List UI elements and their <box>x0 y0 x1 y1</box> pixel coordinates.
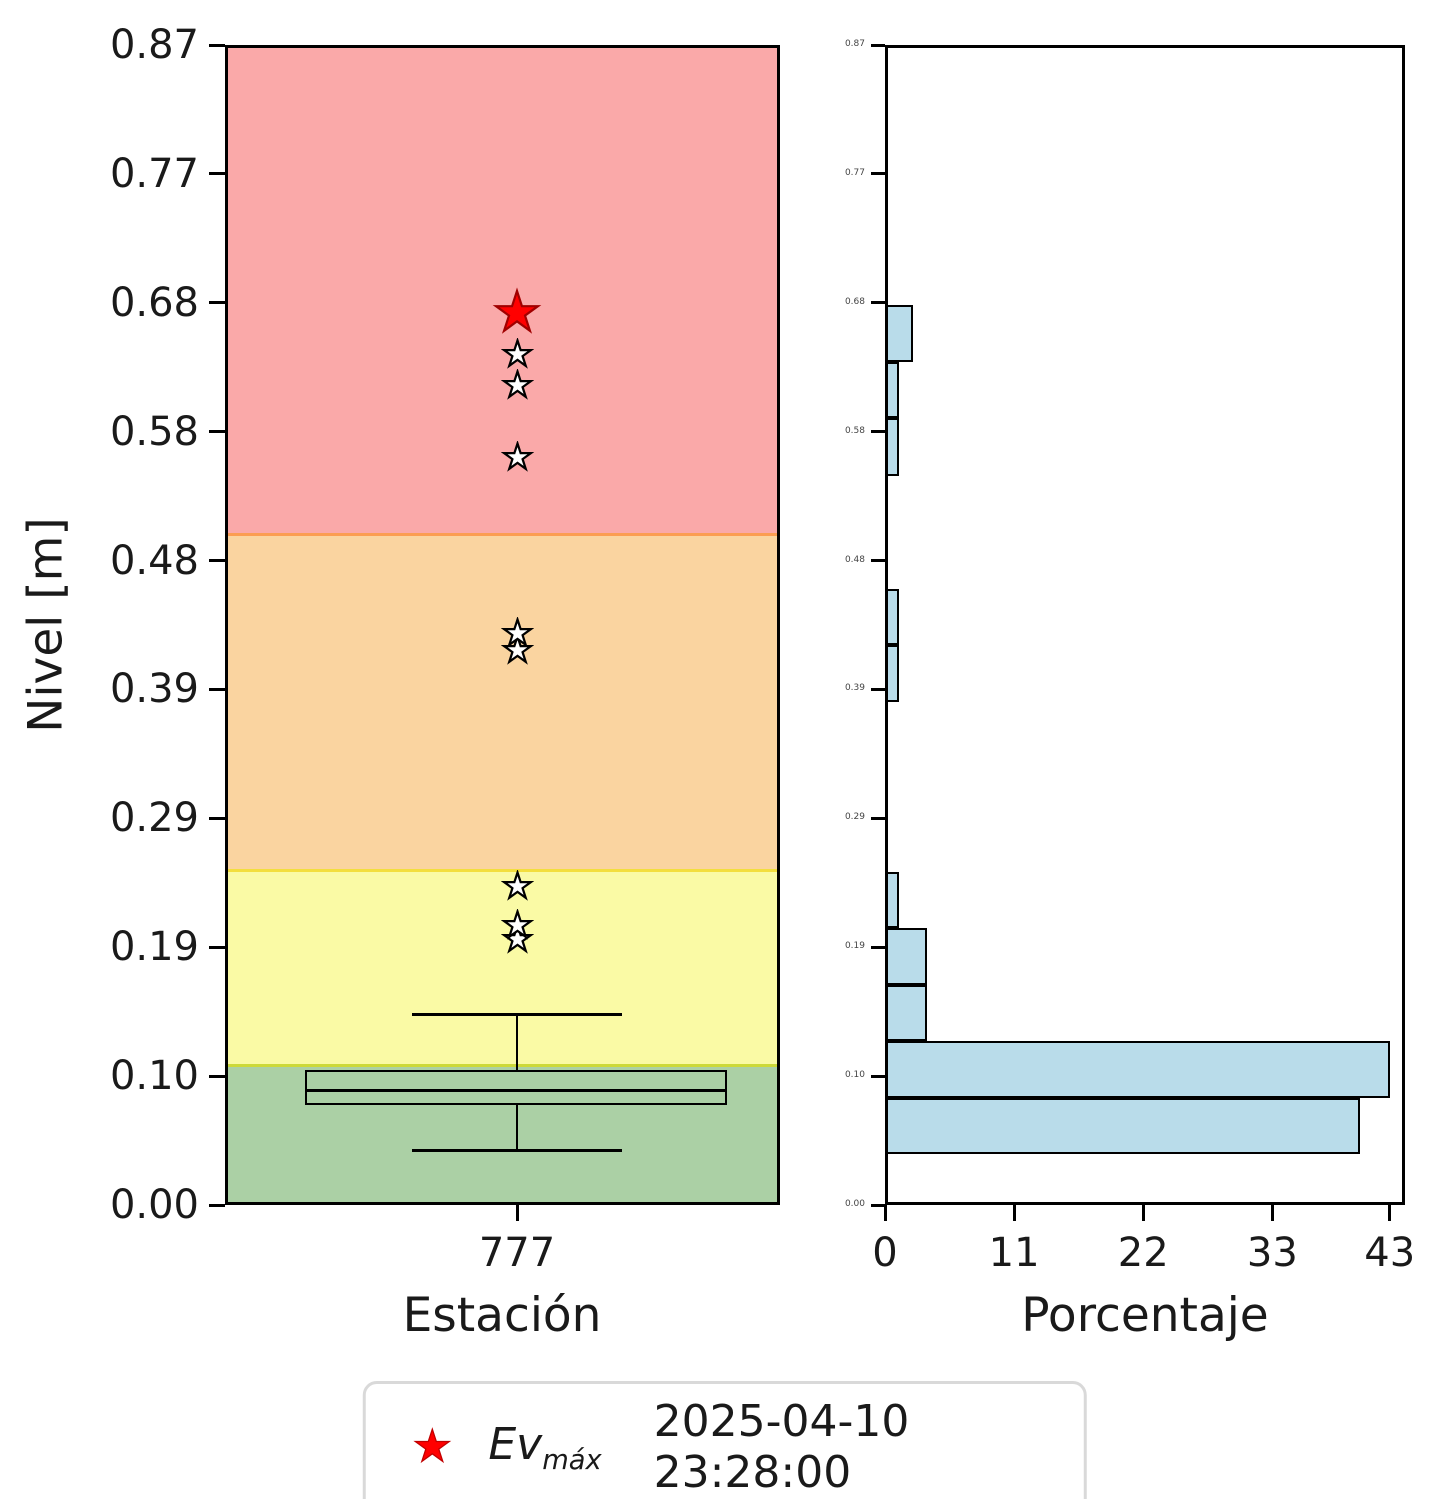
legend: Evmáx 2025-04-10 23:28:00 <box>362 1381 1087 1499</box>
left-y-tick-label: 0.68 <box>109 279 199 326</box>
right-y-tick-label: 0.87 <box>844 39 865 49</box>
histogram-bar <box>885 589 900 645</box>
histogram-bar <box>885 1098 1361 1155</box>
whisker-lower <box>515 1105 519 1151</box>
left-y-tick-label: 0.00 <box>109 1182 199 1228</box>
right-y-tick-label: 0.39 <box>844 683 865 694</box>
right-y-tick-label: 0.00 <box>844 1199 865 1209</box>
left-x-tick-mark <box>515 1205 519 1221</box>
legend-label-sub: máx <box>542 1444 602 1476</box>
left-y-tick-label: 0.19 <box>109 924 199 971</box>
right-x-tick-mark <box>883 1205 887 1221</box>
left-y-tick-mark <box>209 301 225 305</box>
whisker-upper <box>515 1014 519 1071</box>
outlier-star <box>500 616 534 648</box>
left-y-tick-label: 0.48 <box>109 537 199 584</box>
left-y-tick-mark <box>209 945 225 949</box>
right-x-tick-label: 0 <box>872 1230 898 1276</box>
histogram-bar <box>885 362 900 419</box>
left-y-tick-mark <box>209 1074 225 1078</box>
legend-label: Evmáx <box>488 1419 601 1476</box>
alert-zone-orange <box>225 534 780 871</box>
left-y-tick-label: 0.87 <box>109 22 199 68</box>
right-y-tick-label: 0.68 <box>844 296 865 307</box>
histogram-bar <box>885 645 900 703</box>
right-y-tick-mark <box>871 1074 885 1078</box>
left-y-tick-mark <box>209 687 225 691</box>
median-line <box>305 1089 727 1092</box>
histogram-bar <box>885 418 900 476</box>
outlier-star <box>500 869 534 901</box>
right-y-tick-mark <box>871 301 885 305</box>
right-y-tick-mark <box>871 559 885 563</box>
alert-zone-yellow <box>225 870 780 1065</box>
left-y-tick-mark <box>209 172 225 176</box>
right-y-tick-mark <box>871 430 885 434</box>
left-y-tick-label: 0.29 <box>109 795 199 842</box>
x-axis-label-left: Estación <box>402 1288 602 1343</box>
histogram-plot-area <box>885 45 1405 1205</box>
left-y-tick-label: 0.77 <box>109 150 199 197</box>
right-y-tick-label: 0.48 <box>844 554 865 565</box>
x-axis-label-right: Porcentaje <box>1021 1288 1269 1343</box>
histogram-bar <box>885 1041 1390 1099</box>
right-x-tick-label: 11 <box>988 1230 1040 1276</box>
histogram-bar <box>885 305 914 363</box>
left-y-tick-label: 0.10 <box>109 1053 199 1100</box>
right-x-tick-mark <box>1388 1205 1392 1221</box>
threshold-line-yellow <box>225 868 780 872</box>
left-y-tick-mark <box>209 430 225 434</box>
right-y-tick-mark <box>871 43 885 47</box>
right-y-tick-label: 0.10 <box>844 1070 865 1081</box>
right-x-tick-mark <box>1270 1205 1274 1221</box>
level-panel <box>225 45 780 1205</box>
right-y-tick-label: 0.77 <box>844 167 865 178</box>
left-y-tick-label: 0.39 <box>109 666 199 713</box>
right-x-tick-label: 43 <box>1364 1230 1416 1276</box>
threshold-line-green <box>225 1063 780 1067</box>
outlier-star <box>500 923 534 954</box>
right-x-tick-mark <box>1141 1205 1145 1221</box>
histogram-panel <box>885 45 1405 1205</box>
ev-max-star <box>492 287 542 334</box>
legend-label-main: Ev <box>488 1418 543 1470</box>
box <box>305 1070 727 1105</box>
threshold-line-orange <box>225 532 780 536</box>
right-y-tick-label: 0.29 <box>844 812 865 823</box>
histogram-bar <box>885 927 928 985</box>
histogram-bar <box>885 871 900 928</box>
outlier-star <box>500 368 534 400</box>
right-x-tick-label: 33 <box>1246 1230 1298 1276</box>
whisker-cap-lower <box>412 1149 622 1152</box>
right-x-tick-mark <box>1012 1205 1016 1221</box>
right-y-tick-label: 0.58 <box>844 425 865 436</box>
right-y-tick-mark <box>871 172 885 176</box>
left-y-tick-mark <box>209 559 225 563</box>
outlier-star <box>500 440 534 472</box>
legend-star-icon <box>412 1427 451 1464</box>
outlier-star <box>500 908 534 940</box>
right-y-tick-mark <box>871 945 885 949</box>
legend-date: 2025-04-10 23:28:00 <box>653 1396 910 1498</box>
right-y-tick-label: 0.19 <box>844 941 865 952</box>
alert-zone-green <box>225 1065 780 1205</box>
right-y-tick-mark <box>871 1203 885 1207</box>
whisker-cap-upper <box>412 1013 622 1016</box>
right-x-tick-label: 22 <box>1117 1230 1169 1276</box>
left-y-tick-mark <box>209 816 225 820</box>
station-tick-label: 777 <box>478 1230 556 1276</box>
left-y-tick-mark <box>209 1203 225 1207</box>
left-y-tick-mark <box>209 43 225 47</box>
histogram-bar <box>885 985 928 1041</box>
right-y-tick-mark <box>871 816 885 820</box>
right-y-tick-mark <box>871 687 885 691</box>
level-plot-area <box>225 45 780 1205</box>
left-y-tick-label: 0.58 <box>109 408 199 455</box>
outlier-star <box>500 337 534 369</box>
